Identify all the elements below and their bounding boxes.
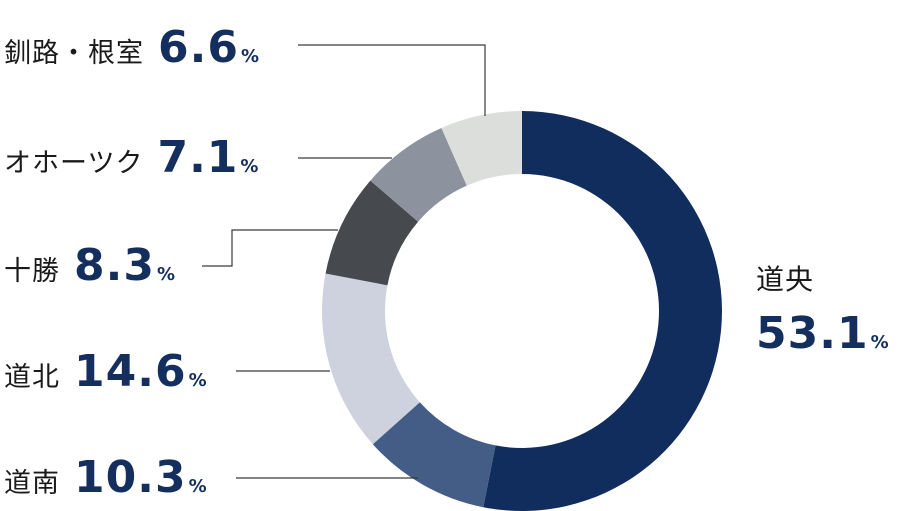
label-donan: 道南 10.3 %	[4, 452, 207, 503]
unit-label: %	[870, 332, 889, 353]
value-label: 6.6	[158, 22, 239, 73]
category-label: 十勝	[4, 256, 60, 287]
label-dohoku: 道北 14.6 %	[4, 346, 207, 397]
category-label: 道北	[4, 362, 60, 393]
category-label: オホーツク	[4, 148, 144, 179]
label-kushiro-nemuro: 釧路・根室 6.6 %	[4, 22, 259, 73]
value-label: 7.1	[157, 132, 239, 183]
slice-tokachi	[325, 180, 419, 286]
value-label: 14.6	[74, 346, 187, 397]
leader-lines	[202, 44, 486, 479]
category-label: 釧路・根室	[4, 38, 144, 69]
label-tokachi: 十勝 8.3 %	[4, 240, 175, 291]
category-label: 道央	[756, 263, 815, 296]
donut-slices	[322, 111, 722, 511]
label-doou: 道央 53.1 %	[756, 258, 889, 359]
unit-label: %	[156, 264, 175, 285]
value-label: 8.3	[74, 240, 155, 291]
leader-line-tokachi	[202, 229, 338, 267]
slice-okhotsk	[370, 127, 467, 222]
slice-donan	[372, 402, 496, 508]
unit-label: %	[240, 46, 259, 67]
value-label: 10.3	[74, 452, 187, 503]
unit-label: %	[188, 370, 207, 391]
category-label: 道南	[4, 468, 60, 499]
slice-kushiro-nemuro	[441, 111, 522, 186]
leader-line-kushiro-nemuro	[298, 44, 486, 116]
unit-label: %	[240, 156, 259, 177]
value-label: 53.1	[756, 308, 869, 359]
unit-label: %	[188, 476, 207, 497]
label-okhotsk: オホーツク 7.1 %	[4, 132, 258, 183]
slice-doou	[483, 111, 722, 511]
slice-dohoku	[322, 273, 420, 445]
value-row: 53.1 %	[756, 308, 889, 359]
